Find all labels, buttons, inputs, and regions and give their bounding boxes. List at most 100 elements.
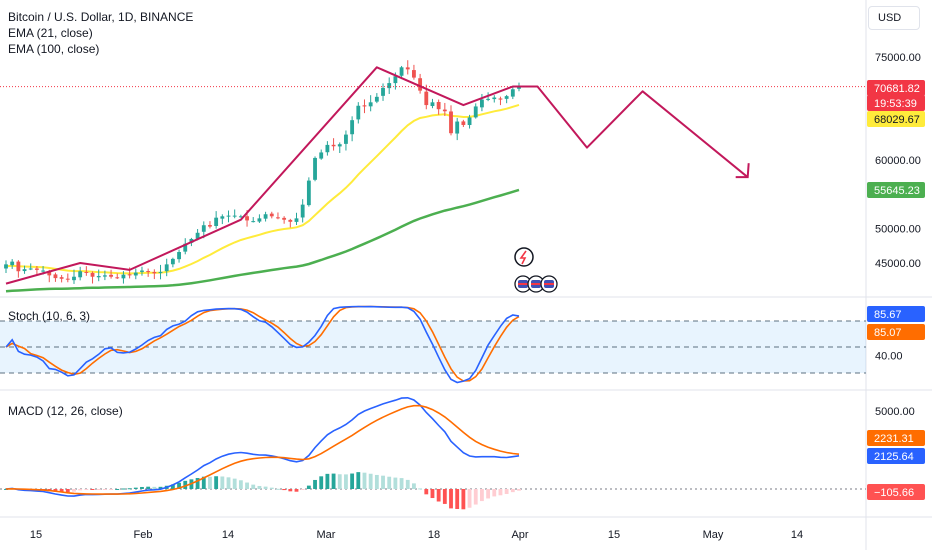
candle-body [306,180,311,206]
macd-histogram-bar [424,489,429,495]
candle-body [41,270,46,272]
candle-body [362,105,367,107]
macd-histogram-bar [269,487,274,489]
macd-histogram-bar [183,480,188,489]
candle-body [201,225,206,232]
candle-body [313,157,317,180]
projection-arrowhead [735,163,750,179]
candle-body [72,276,76,281]
stoch-title[interactable]: Stoch (10, 6, 3) [8,309,91,323]
flag-icon [544,283,554,285]
price-legend: Bitcoin / U.S. Dollar, 1D, BINANCE EMA (… [8,9,193,57]
candle-body [170,258,175,265]
macd-histogram-bar [288,489,293,492]
ema100-legend[interactable]: EMA (100, close) [8,42,100,56]
macd-histogram-bar [78,489,83,491]
candle-body [504,96,509,99]
macd-histogram-bar [177,482,181,489]
candle-body [152,271,157,274]
candle-body [28,268,33,270]
candle-body [294,218,299,222]
macd-histogram-bar [430,489,435,499]
candle-body [436,101,441,110]
candle-body [412,70,416,78]
price-tick-label: 45000.00 [875,258,921,270]
macd-histogram-bar [504,489,509,494]
candle-body [96,276,101,278]
candle-body [164,264,169,272]
macd-histogram-bar [152,486,157,489]
ema21-badge-text: 68029.67 [874,114,920,126]
stoch-k-badge-text: 85.67 [874,309,902,321]
last-price-badge-text: 70681.82 [874,83,920,95]
macd-histogram-bar [90,489,95,490]
macd-histogram-bar [4,489,8,490]
macd-histogram-bar [300,489,305,491]
candle-body [498,98,503,100]
candle-body [288,219,293,222]
macd-histogram-bar [510,489,515,493]
macd-histogram-bar [96,489,101,490]
macd-histogram-bar [479,489,484,502]
stoch-k-line [5,305,520,384]
candle-body [146,271,151,273]
macd-histogram-bar [381,475,385,489]
price-tick-label: 75000.00 [875,52,921,64]
macd-histogram-bar [133,487,138,489]
macd-histogram-bar [319,476,324,489]
candle-body [10,261,15,266]
macd-histogram-bar [374,474,379,489]
stoch-d-badge: 85.07 [867,324,925,340]
macd-legend: MACD (12, 26, close) [8,403,123,419]
lightning-icon[interactable] [514,247,534,267]
candle-body [418,78,423,91]
countdown-badge-bg [867,95,925,111]
candle-body [368,102,373,107]
macd-histogram-bar [436,489,441,502]
candle-body [393,76,398,84]
candle-body [405,67,410,70]
price-tick-label: 50000.00 [875,224,921,236]
currency-button[interactable]: USD [868,6,920,30]
macd-pane[interactable] [0,396,866,510]
macd-histogram-bar [140,486,144,489]
price-axis: 75000.00 60000.00 50000.00 45000.00 70681.82… [867,52,925,500]
macd-histogram-bar [306,485,311,489]
stoch-pane[interactable] [0,305,866,384]
macd-histogram-bar [492,489,497,497]
countdown-badge-text: 19:53:39 [874,98,917,110]
macd-histogram-bar [220,476,225,489]
event-markers[interactable] [514,247,558,293]
candle-body [350,120,355,135]
candle-body [399,67,404,76]
candle-body [16,261,21,272]
stoch-legend: Stoch (10, 6, 3) [8,308,90,324]
macd-histogram-bar [282,489,287,491]
time-tick-label: 18 [428,529,440,541]
macd-histogram-bar [257,485,262,489]
macd-histogram-bar [393,477,398,489]
macd-histogram-bar [170,484,175,489]
candle-body [337,144,342,147]
macd-histogram-bar [461,489,466,510]
candle-body [133,272,138,276]
macd-histogram-bar [127,488,132,490]
macd-histogram-bar [325,473,330,489]
macd-title[interactable]: MACD (12, 26, close) [8,404,123,418]
candle-body [127,274,132,276]
macd-histogram-bar [387,476,392,489]
macd-histogram-bar [121,488,126,490]
stoch-tick-label: 40.00 [875,351,903,363]
macd-histogram-bar [362,472,367,489]
time-tick-label: 14 [791,529,803,541]
macd-histogram-bar [232,478,237,489]
symbol-title[interactable]: Bitcoin / U.S. Dollar, 1D, BINANCE [8,10,194,24]
ema21-legend[interactable]: EMA (21, close) [8,26,93,40]
time-tick-label: 15 [608,529,620,541]
candle-body [300,204,305,218]
candle-body [22,269,27,272]
macd-histogram-bar [226,477,231,489]
candle-body [158,271,163,273]
